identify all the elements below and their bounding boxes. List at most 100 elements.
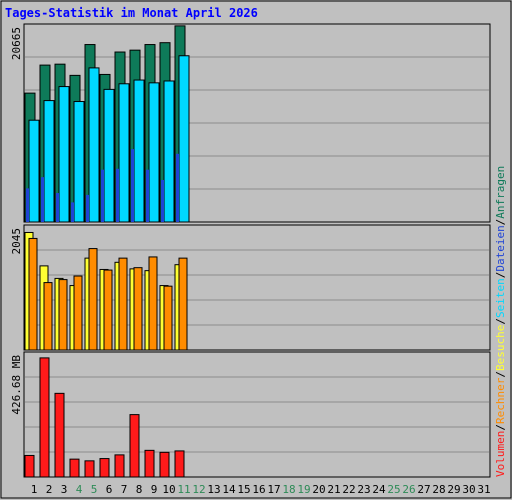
x-tick-label: 5 bbox=[91, 483, 98, 496]
x-tick-label: 13 bbox=[207, 483, 220, 496]
bar-rechner-day-4 bbox=[73, 275, 83, 351]
bar-seiten-day-3 bbox=[58, 86, 70, 223]
bar-seiten-day-6 bbox=[103, 88, 115, 223]
bar-seiten-day-1 bbox=[28, 119, 40, 223]
legend-entry-seiten: Seiten bbox=[494, 278, 507, 318]
bar-rechner-day-11 bbox=[178, 257, 188, 351]
bar-rechner-day-7 bbox=[118, 257, 128, 351]
bar-dateien-day-7 bbox=[116, 168, 119, 222]
bar-volumen-day-5 bbox=[84, 460, 95, 478]
bar-dateien-day-6 bbox=[101, 169, 104, 222]
panel-max-label: 426.68 MB bbox=[10, 355, 23, 415]
panel-frame bbox=[23, 351, 491, 478]
legend-entry-volumen: Volumen bbox=[494, 431, 507, 477]
bar-seiten-day-8 bbox=[133, 79, 145, 223]
bar-seiten-day-11 bbox=[178, 55, 190, 223]
legend-separator: / bbox=[494, 219, 507, 226]
x-tick-label: 28 bbox=[432, 483, 445, 496]
x-tick-label: 8 bbox=[136, 483, 143, 496]
plot-area: 20665 2045 426.68 MB bbox=[10, 23, 491, 478]
chart-title: Tages-Statistik im Monat April 2026 bbox=[5, 6, 258, 20]
bar-volumen-day-8 bbox=[129, 414, 140, 478]
x-tick-label: 31 bbox=[477, 483, 490, 496]
x-tick-label: 1 bbox=[31, 483, 38, 496]
bar-volumen-day-6 bbox=[99, 458, 110, 478]
bar-dateien-day-9 bbox=[146, 169, 149, 222]
bar-volumen-day-9 bbox=[144, 449, 155, 478]
bar-volumen-day-10 bbox=[159, 451, 170, 478]
x-tick-label: 15 bbox=[237, 483, 250, 496]
bar-dateien-day-4 bbox=[71, 202, 74, 222]
x-tick-label: 7 bbox=[121, 483, 128, 496]
bar-dateien-day-3 bbox=[56, 193, 59, 222]
x-tick-label: 22 bbox=[342, 483, 355, 496]
x-tick-label: 29 bbox=[447, 483, 460, 496]
x-tick-label: 12 bbox=[192, 483, 205, 496]
bar-dateien-day-1 bbox=[26, 188, 29, 222]
panel-requests: 20665 bbox=[10, 23, 491, 223]
x-tick-label: 17 bbox=[267, 483, 280, 496]
x-axis-day-labels: 1 2 3 4 5 6 7 8 9 10 11 12 13 14 15 16 17 18 19 20 21 22 23 24 2… bbox=[31, 483, 491, 496]
panel-volume: 426.68 MB bbox=[10, 351, 491, 478]
bar-seiten-day-5 bbox=[88, 67, 100, 223]
bar-seiten-day-4 bbox=[73, 101, 85, 223]
x-tick-label: 3 bbox=[61, 483, 68, 496]
x-tick-label: 27 bbox=[417, 483, 430, 496]
legend-separator: / bbox=[494, 272, 507, 279]
bar-dateien-day-10 bbox=[161, 179, 164, 222]
bar-rechner-day-6 bbox=[103, 269, 113, 351]
x-tick-label: 9 bbox=[151, 483, 158, 496]
x-tick-label: 25 bbox=[387, 483, 400, 496]
bar-dateien-day-5 bbox=[86, 194, 89, 222]
panel-max-label: 2045 bbox=[10, 228, 23, 255]
x-tick-label: 6 bbox=[106, 483, 113, 496]
x-tick-label: 30 bbox=[462, 483, 475, 496]
bar-volumen-day-4 bbox=[69, 458, 80, 478]
bar-volumen-day-11 bbox=[174, 450, 185, 478]
x-tick-label: 4 bbox=[76, 483, 83, 496]
x-tick-label: 24 bbox=[372, 483, 386, 496]
legend-separator: / bbox=[494, 318, 507, 325]
bar-rechner-day-5 bbox=[88, 248, 98, 351]
x-tick-label: 20 bbox=[312, 483, 325, 496]
x-tick-label: 2 bbox=[46, 483, 53, 496]
x-tick-label: 16 bbox=[252, 483, 265, 496]
bar-rechner-day-1 bbox=[28, 237, 38, 351]
bar-rechner-day-10 bbox=[163, 285, 173, 351]
bar-dateien-day-8 bbox=[131, 149, 134, 222]
x-tick-label: 21 bbox=[327, 483, 340, 496]
bar-dateien-day-11 bbox=[176, 153, 179, 222]
bar-volumen-day-2 bbox=[39, 357, 50, 478]
bar-rechner-day-9 bbox=[148, 256, 158, 351]
bar-volumen-day-1 bbox=[24, 454, 35, 478]
bar-seiten-day-9 bbox=[148, 82, 160, 223]
x-tick-label: 11 bbox=[177, 483, 190, 496]
panel-visits: 2045 bbox=[10, 224, 491, 351]
bar-seiten-day-2 bbox=[43, 100, 55, 223]
bar-rechner-day-3 bbox=[58, 279, 68, 351]
legend-separator: / bbox=[494, 424, 507, 431]
bar-volumen-day-7 bbox=[114, 454, 125, 478]
panel-max-label: 20665 bbox=[10, 27, 23, 60]
legend-entry-besuche: Besuche bbox=[494, 325, 507, 371]
legend-separator: / bbox=[494, 371, 507, 378]
bar-volumen-day-3 bbox=[54, 392, 65, 478]
legend-entry-dateien: Dateien bbox=[494, 225, 507, 271]
x-tick-label: 19 bbox=[297, 483, 310, 496]
bar-seiten-day-7 bbox=[118, 83, 130, 223]
x-tick-label: 23 bbox=[357, 483, 370, 496]
bar-dateien-day-2 bbox=[41, 177, 44, 222]
legend: Volumen/Rechner/Besuche/Seiten/Dateien/A… bbox=[494, 166, 507, 477]
x-tick-label: 10 bbox=[162, 483, 175, 496]
legend-entry-rechner: Rechner bbox=[494, 377, 507, 424]
bar-seiten-day-10 bbox=[163, 80, 175, 223]
x-tick-label: 14 bbox=[222, 483, 236, 496]
legend-text: Volumen/Rechner/Besuche/Seiten/Dateien/A… bbox=[494, 166, 507, 477]
bar-rechner-day-2 bbox=[43, 282, 53, 351]
bar-rechner-day-8 bbox=[133, 267, 143, 351]
x-tick-label: 26 bbox=[402, 483, 415, 496]
legend-entry-anfragen: Anfragen bbox=[494, 166, 507, 219]
x-tick-label: 18 bbox=[282, 483, 295, 496]
